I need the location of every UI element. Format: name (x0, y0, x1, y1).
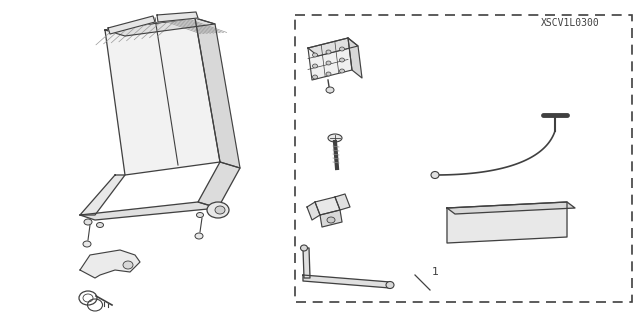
Polygon shape (447, 202, 567, 243)
Ellipse shape (312, 75, 317, 79)
Ellipse shape (123, 261, 133, 269)
Ellipse shape (386, 281, 394, 288)
Polygon shape (303, 275, 390, 288)
Polygon shape (308, 38, 358, 56)
Polygon shape (303, 248, 310, 278)
Ellipse shape (339, 58, 344, 62)
Ellipse shape (215, 206, 225, 214)
Polygon shape (198, 162, 240, 208)
Bar (295, 15, 632, 302)
Polygon shape (80, 250, 140, 278)
Ellipse shape (196, 212, 204, 218)
Ellipse shape (312, 64, 317, 68)
Text: 1: 1 (431, 267, 438, 277)
Polygon shape (307, 202, 320, 220)
Ellipse shape (195, 233, 203, 239)
Polygon shape (315, 197, 340, 215)
Polygon shape (105, 18, 220, 175)
Ellipse shape (83, 241, 91, 247)
Ellipse shape (312, 53, 317, 57)
Ellipse shape (326, 87, 334, 93)
Ellipse shape (326, 72, 331, 76)
Polygon shape (80, 175, 125, 215)
Polygon shape (105, 18, 215, 36)
Polygon shape (80, 202, 218, 220)
Ellipse shape (339, 47, 344, 51)
Ellipse shape (301, 245, 307, 251)
Ellipse shape (327, 217, 335, 223)
Polygon shape (157, 12, 198, 22)
Ellipse shape (431, 172, 439, 179)
Ellipse shape (84, 219, 92, 225)
Polygon shape (108, 16, 155, 34)
Ellipse shape (328, 134, 342, 142)
Polygon shape (195, 18, 240, 168)
Polygon shape (447, 202, 575, 214)
Ellipse shape (97, 222, 104, 227)
Polygon shape (335, 194, 350, 210)
Polygon shape (308, 38, 352, 80)
Polygon shape (320, 210, 342, 227)
Polygon shape (348, 38, 362, 78)
Ellipse shape (326, 61, 331, 65)
Ellipse shape (326, 50, 331, 54)
Text: XSCV1L0300: XSCV1L0300 (541, 18, 600, 28)
Ellipse shape (339, 69, 344, 73)
Ellipse shape (207, 202, 229, 218)
